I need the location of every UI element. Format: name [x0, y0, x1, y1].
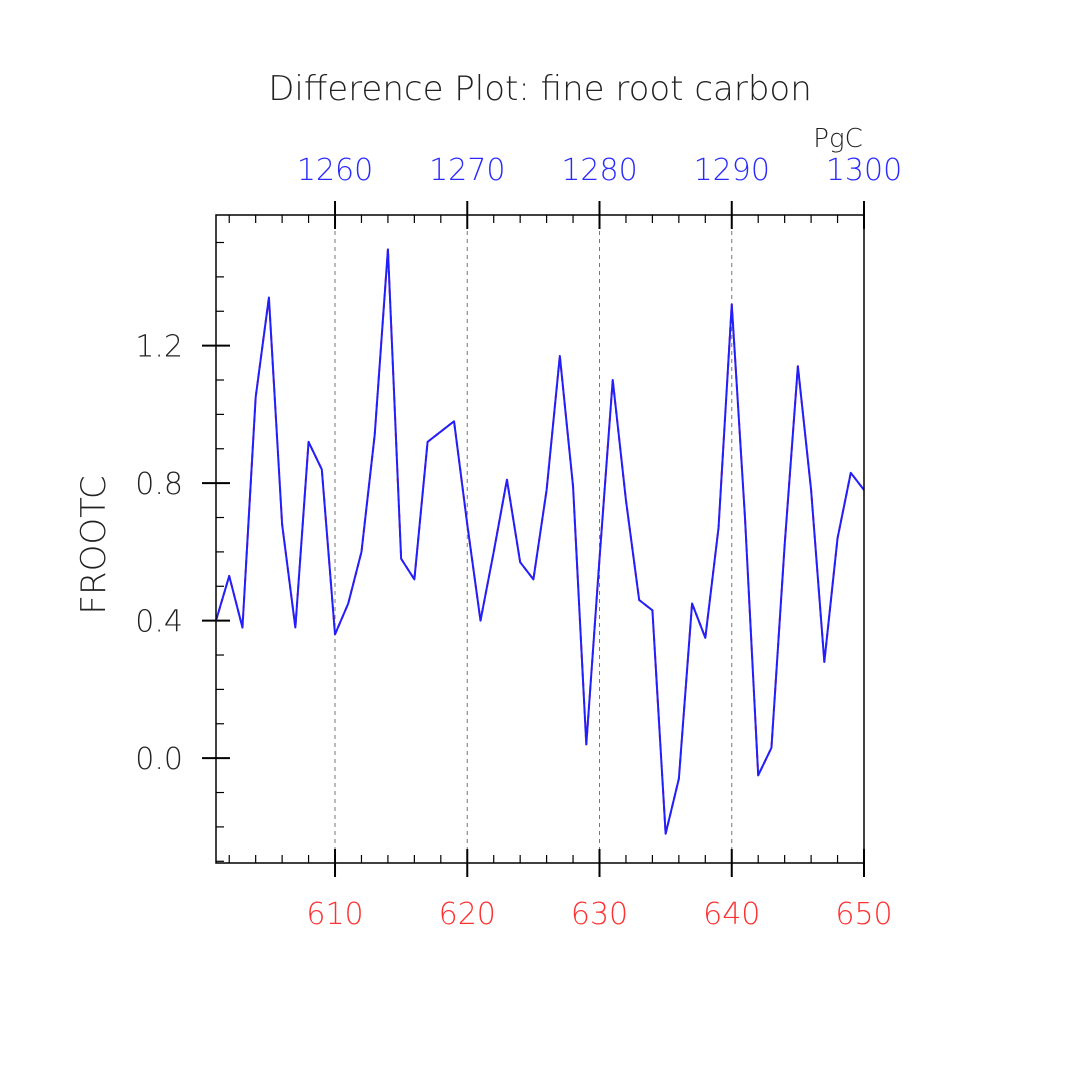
bottom-tick-label: 650	[835, 897, 892, 932]
y-axis-labels: 0.0 0.4 0.8 1.2	[135, 330, 183, 778]
bottom-tick-label: 620	[439, 897, 496, 932]
series-lines	[215, 248, 865, 835]
bottom-tick-label: 640	[703, 897, 760, 932]
top-tick-label: 1280	[561, 153, 637, 188]
plot-frame	[215, 214, 865, 864]
top-tick-label: 1290	[694, 153, 770, 188]
units-label: PgC	[813, 124, 862, 154]
y-axis-label: FROOTC	[74, 475, 114, 614]
grid-lines	[334, 215, 733, 863]
series-line-0	[215, 248, 865, 835]
y-tick-label: 0.0	[135, 742, 183, 777]
bottom-axis-labels: 610 620 630 640 650	[306, 897, 892, 932]
y-tick-label: 0.8	[135, 467, 183, 502]
top-axis-labels: 1260 1270 1280 1290 1300	[297, 153, 902, 188]
y-tick-label: 0.4	[135, 605, 183, 640]
top-tick-label: 1260	[297, 153, 373, 188]
top-tick-label: 1270	[429, 153, 505, 188]
bottom-tick-label: 630	[571, 897, 628, 932]
top-tick-label: 1300	[826, 153, 902, 188]
series-line-1	[215, 248, 865, 835]
y-tick-label: 1.2	[135, 330, 183, 365]
bottom-tick-label: 610	[306, 897, 363, 932]
minor-ticks	[216, 215, 839, 863]
chart-title: Difference Plot: fine root carbon	[268, 69, 812, 109]
